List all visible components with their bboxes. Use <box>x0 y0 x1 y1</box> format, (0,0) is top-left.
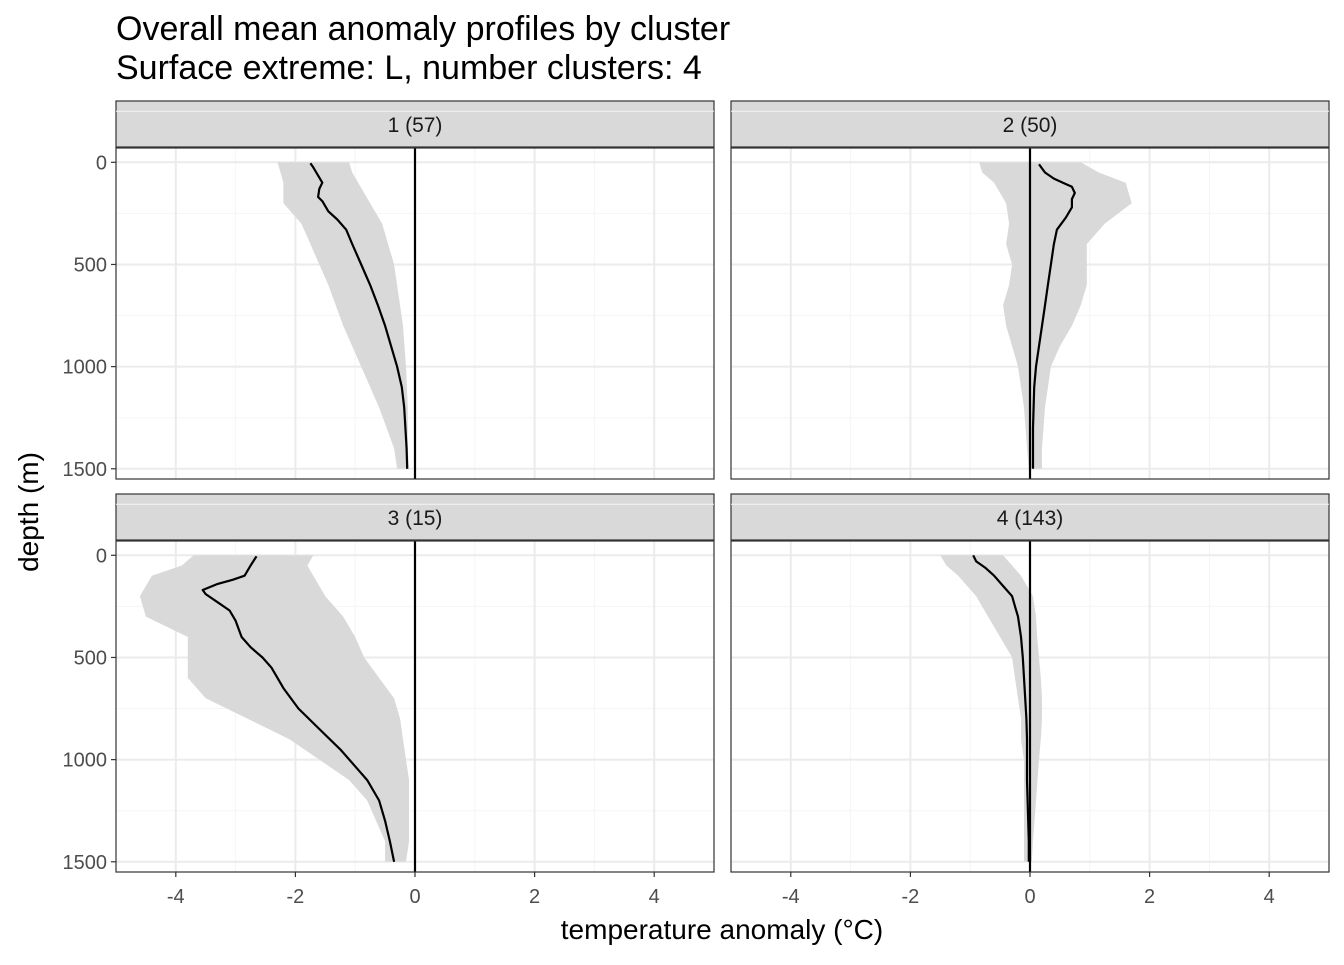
panel-strip <box>730 493 1330 541</box>
panel-2: 2 (50) <box>730 100 1330 480</box>
x-tick-label: 4 <box>649 886 660 908</box>
panel-strip <box>730 100 1330 148</box>
x-tick-label: -4 <box>167 886 185 908</box>
panel-3: 3 (15) 0 500 1000 1500 -4 -2 0 2 4 <box>63 493 715 908</box>
y-tick-label: 500 <box>74 254 107 276</box>
panel-1: 1 (57) 0 500 1000 1500 <box>63 100 715 481</box>
chart-subtitle: Surface extreme: L, number clusters: 4 <box>116 49 702 87</box>
panel-strip-label: 3 (15) <box>388 507 443 530</box>
mean-anomaly-line <box>1031 163 1076 469</box>
panel-strip-label: 2 (50) <box>1003 114 1058 137</box>
x-tick-label: -2 <box>287 886 305 908</box>
y-tick-label: 1000 <box>63 357 108 379</box>
anomaly-range-band <box>277 162 409 469</box>
panel-strip-label: 4 (143) <box>997 507 1064 530</box>
panel-border <box>115 147 715 480</box>
y-tick-label: 1500 <box>63 852 108 874</box>
x-tick-label: -4 <box>782 886 800 908</box>
y-tick-label: 1500 <box>63 459 108 481</box>
x-tick-label: 4 <box>1264 886 1275 908</box>
mean-anomaly-line <box>972 554 1030 862</box>
chart-title: Overall mean anomaly profiles by cluster <box>116 10 730 48</box>
mean-anomaly-line <box>309 162 409 469</box>
x-tick-label: 2 <box>529 886 540 908</box>
x-axis-label: temperature anomaly (°C) <box>561 914 883 945</box>
x-tick-label: 0 <box>409 886 420 908</box>
anomaly-range-band <box>979 162 1132 469</box>
panel-4: 4 (143) -4 -2 0 2 4 <box>730 493 1330 908</box>
y-tick-label: 0 <box>96 545 107 567</box>
anomaly-range-band <box>940 555 1042 862</box>
panel-strip <box>115 493 715 541</box>
panel-border <box>730 147 1330 480</box>
panels-group: 1 (57) 0 500 1000 1500 2 (50) 3 (15) 0 500 1000 15… <box>63 100 1330 908</box>
y-tick-label: 500 <box>74 647 107 669</box>
y-tick-label: 0 <box>96 152 107 174</box>
y-axis-label: depth (m) <box>13 452 44 572</box>
panel-strip-label: 1 (57) <box>388 114 443 137</box>
mean-anomaly-line <box>201 555 396 863</box>
y-tick-label: 1000 <box>63 750 108 772</box>
panel-strip <box>115 100 715 148</box>
x-tick-label: -2 <box>902 886 920 908</box>
x-tick-label: 2 <box>1144 886 1155 908</box>
anomaly-range-band <box>139 555 409 862</box>
x-tick-label: 0 <box>1024 886 1035 908</box>
